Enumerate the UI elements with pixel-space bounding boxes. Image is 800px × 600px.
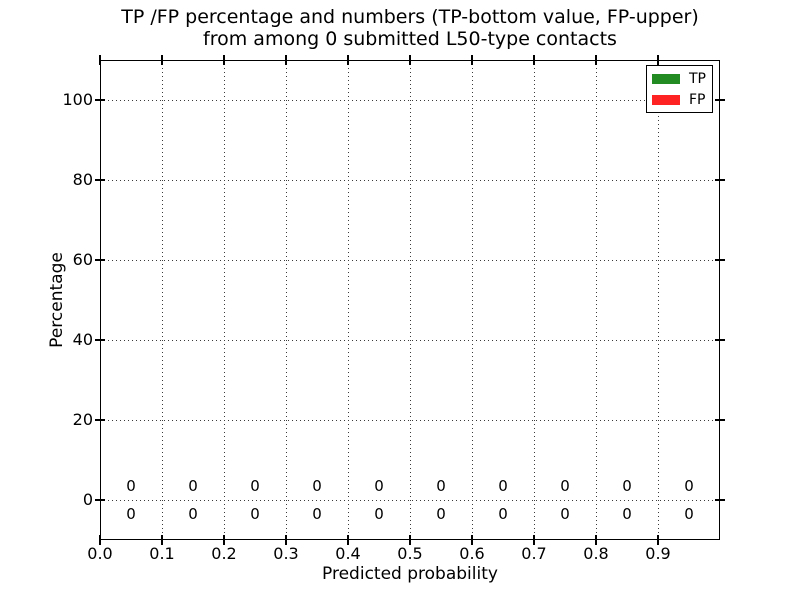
x-tick-top [161, 55, 163, 65]
x-tick-bottom [285, 535, 287, 545]
annotation-fp-count: 0 [188, 477, 198, 495]
y-tick-right [715, 339, 725, 341]
x-gridline [471, 60, 473, 540]
y-tick-right [715, 179, 725, 181]
annotation-tp-count: 0 [622, 505, 632, 523]
annotation-tp-count: 0 [374, 505, 384, 523]
annotation-tp-count: 0 [436, 505, 446, 523]
y-tick-left [95, 259, 105, 261]
x-gridline [223, 60, 225, 540]
legend: TP FP [646, 65, 713, 113]
y-tick-left [95, 339, 105, 341]
y-tick-left [95, 179, 105, 181]
annotation-fp-count: 0 [250, 477, 260, 495]
x-tick-label: 0.2 [211, 544, 237, 563]
x-tick-bottom [99, 535, 101, 545]
x-tick-top [471, 55, 473, 65]
x-tick-bottom [223, 535, 225, 545]
x-gridline [347, 60, 349, 540]
x-gridline [285, 60, 287, 540]
annotation-tp-count: 0 [312, 505, 322, 523]
annotation-fp-count: 0 [312, 477, 322, 495]
annotation-tp-count: 0 [250, 505, 260, 523]
legend-swatch-tp-icon [652, 73, 680, 84]
x-tick-top [99, 55, 101, 65]
x-tick-bottom [161, 535, 163, 545]
x-tick-label: 0.4 [335, 544, 361, 563]
annotation-fp-count: 0 [622, 477, 632, 495]
legend-swatch-fp-icon [652, 94, 680, 105]
x-tick-top [347, 55, 349, 65]
legend-label-tp: TP [689, 70, 706, 87]
x-tick-bottom [533, 535, 535, 545]
y-tick-left [95, 419, 105, 421]
x-tick-label: 0.1 [149, 544, 175, 563]
x-tick-top [285, 55, 287, 65]
y-tick-label: 40 [72, 330, 93, 349]
annotation-fp-count: 0 [498, 477, 508, 495]
annotation-tp-count: 0 [498, 505, 508, 523]
annotation-fp-count: 0 [374, 477, 384, 495]
y-tick-label: 80 [72, 170, 93, 189]
y-tick-right [715, 259, 725, 261]
y-tick-label: 0 [82, 490, 93, 509]
y-tick-right [715, 419, 725, 421]
annotation-fp-count: 0 [126, 477, 136, 495]
y-tick-label: 20 [72, 410, 93, 429]
annotation-fp-count: 0 [560, 477, 570, 495]
x-tick-bottom [409, 535, 411, 545]
legend-item-tp: TP [652, 72, 708, 86]
annotation-tp-count: 0 [188, 505, 198, 523]
x-tick-label: 0.5 [397, 544, 423, 563]
x-tick-label: 0.3 [273, 544, 299, 563]
x-tick-top [533, 55, 535, 65]
annotation-fp-count: 0 [436, 477, 446, 495]
chart-title: TP /FP percentage and numbers (TP-bottom… [100, 6, 720, 50]
x-gridline [595, 60, 597, 540]
x-tick-label: 0.7 [521, 544, 547, 563]
y-tick-label: 100 [62, 90, 93, 109]
chart-title-line1: TP /FP percentage and numbers (TP-bottom… [121, 6, 699, 28]
x-tick-top [595, 55, 597, 65]
y-tick-right [715, 99, 725, 101]
annotation-fp-count: 0 [684, 477, 694, 495]
y-tick-left [95, 499, 105, 501]
y-tick-right [715, 499, 725, 501]
x-tick-bottom [657, 535, 659, 545]
legend-item-fp: FP [652, 93, 708, 107]
chart-title-line2: from among 0 submitted L50-type contacts [203, 28, 617, 50]
annotation-tp-count: 0 [560, 505, 570, 523]
legend-label-fp: FP [689, 91, 706, 108]
x-gridline [533, 60, 535, 540]
x-gridline [161, 60, 163, 540]
x-gridline [409, 60, 411, 540]
y-tick-left [95, 99, 105, 101]
x-tick-label: 0.9 [645, 544, 671, 563]
x-tick-top [223, 55, 225, 65]
x-tick-bottom [347, 535, 349, 545]
x-tick-label: 0.0 [87, 544, 113, 563]
x-tick-bottom [595, 535, 597, 545]
x-gridline [657, 60, 659, 540]
annotation-tp-count: 0 [126, 505, 136, 523]
y-tick-label: 60 [72, 250, 93, 269]
x-tick-label: 0.6 [459, 544, 485, 563]
x-tick-top [409, 55, 411, 65]
annotation-tp-count: 0 [684, 505, 694, 523]
x-tick-label: 0.8 [583, 544, 609, 563]
x-tick-bottom [471, 535, 473, 545]
x-axis-label: Predicted probability [322, 564, 498, 584]
x-tick-top [657, 55, 659, 65]
